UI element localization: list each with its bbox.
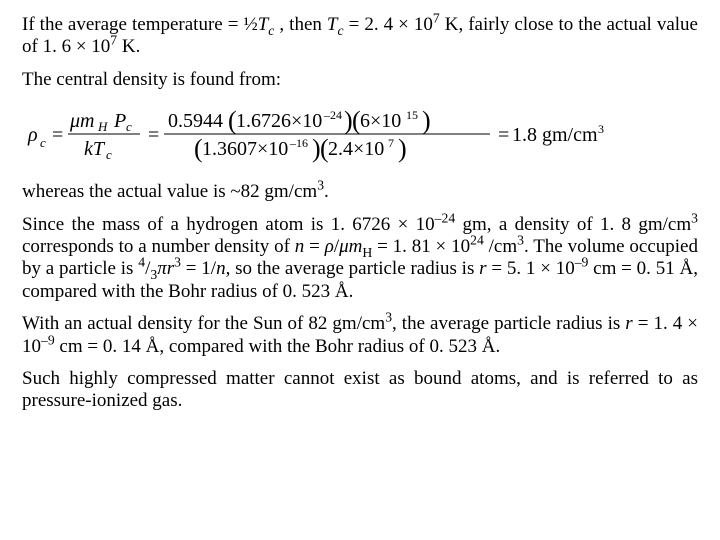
svg-text:c: c <box>106 147 112 162</box>
svg-text:P: P <box>113 110 126 132</box>
sup-m9: –9 <box>41 332 55 347</box>
var-tc: T <box>258 14 269 35</box>
svg-text:c: c <box>40 135 46 150</box>
svg-text:–16: –16 <box>289 136 308 150</box>
svg-text:1.6726×10: 1.6726×10 <box>236 110 322 132</box>
sup-3: 3 <box>691 210 698 225</box>
svg-text:0.5944: 0.5944 <box>168 110 223 132</box>
document-page: If the average temperature = ½Tc , then … <box>0 0 720 437</box>
text: With an actual density for the Sun of 82… <box>22 313 385 334</box>
text: gm, a density of 1. 8 gm/cm <box>455 214 691 235</box>
central-density-equation: ρ c = μm H P c kT c = 0.5944 ( 1 <box>22 101 698 167</box>
paragraph-6: Such highly compressed matter cannot exi… <box>22 368 698 413</box>
svg-text:): ) <box>422 106 431 135</box>
text: , so the average particle radius is <box>226 258 480 279</box>
var-mu-m: μm <box>339 236 362 257</box>
svg-text:6×10: 6×10 <box>360 110 401 132</box>
svg-text:μm: μm <box>69 110 94 132</box>
svg-text:H: H <box>97 119 108 134</box>
text: = 5. 1 × 10 <box>487 258 575 279</box>
paragraph-1: If the average temperature = ½Tc , then … <box>22 14 698 59</box>
sup-3: 3 <box>174 255 181 270</box>
svg-text:2.4×10: 2.4×10 <box>328 138 384 160</box>
svg-text:1.3607×10: 1.3607×10 <box>202 138 288 160</box>
var-rho: ρ <box>325 236 334 257</box>
svg-text:–24: –24 <box>323 108 342 122</box>
text: whereas the actual value is ~82 gm/cm <box>22 181 317 202</box>
paragraph-2: The central density is found from: <box>22 69 698 91</box>
svg-text:15: 15 <box>406 108 418 122</box>
var-pi: π <box>157 258 167 279</box>
svg-text:): ) <box>398 134 407 163</box>
svg-text:=: = <box>52 124 63 146</box>
equation-svg: ρ c = μm H P c kT c = 0.5944 ( 1 <box>22 101 622 167</box>
text: = 2. 4 × 10 <box>344 14 433 35</box>
text: corresponds to a number density of <box>22 236 295 257</box>
var-tc: T <box>327 14 338 35</box>
text: = 1/ <box>181 258 216 279</box>
svg-text:=: = <box>148 124 159 146</box>
sup-m24: –24 <box>435 210 456 225</box>
svg-text:1.8 gm/cm: 1.8 gm/cm <box>512 124 598 146</box>
paragraph-3: whereas the actual value is ~82 gm/cm3. <box>22 181 698 203</box>
svg-text:ρ: ρ <box>27 124 38 146</box>
text: = 1. 81 × 10 <box>372 236 470 257</box>
sup-7: 7 <box>433 11 440 26</box>
text: K. <box>117 36 140 57</box>
var-r: r <box>479 258 486 279</box>
svg-text:c: c <box>126 119 132 134</box>
svg-text:kT: kT <box>84 138 106 160</box>
text: = <box>304 236 324 257</box>
paragraph-5: With an actual density for the Sun of 82… <box>22 313 698 358</box>
text: Since the mass of a hydrogen atom is 1. … <box>22 214 435 235</box>
sup-3: 3 <box>517 233 524 248</box>
var-n: n <box>295 236 305 257</box>
paragraph-4: Since the mass of a hydrogen atom is 1. … <box>22 214 698 304</box>
sup-3: 3 <box>385 310 392 325</box>
var-r: r <box>625 313 632 334</box>
text: /cm <box>484 236 517 257</box>
text: . <box>324 181 329 202</box>
sup-3: 3 <box>317 178 324 193</box>
text: If the average temperature = ½ <box>22 14 258 35</box>
text: , then <box>274 14 327 35</box>
sup-24: 24 <box>470 233 484 248</box>
var-n: n <box>216 258 226 279</box>
text: , the average particle radius is <box>392 313 625 334</box>
svg-text:3: 3 <box>598 122 604 136</box>
svg-text:7: 7 <box>388 136 394 150</box>
sup-m9: –9 <box>575 255 589 270</box>
svg-text:=: = <box>498 124 509 146</box>
frac-4: 4 <box>138 255 145 270</box>
text: cm = 0. 14 Å, compared with the Bohr rad… <box>55 336 501 357</box>
